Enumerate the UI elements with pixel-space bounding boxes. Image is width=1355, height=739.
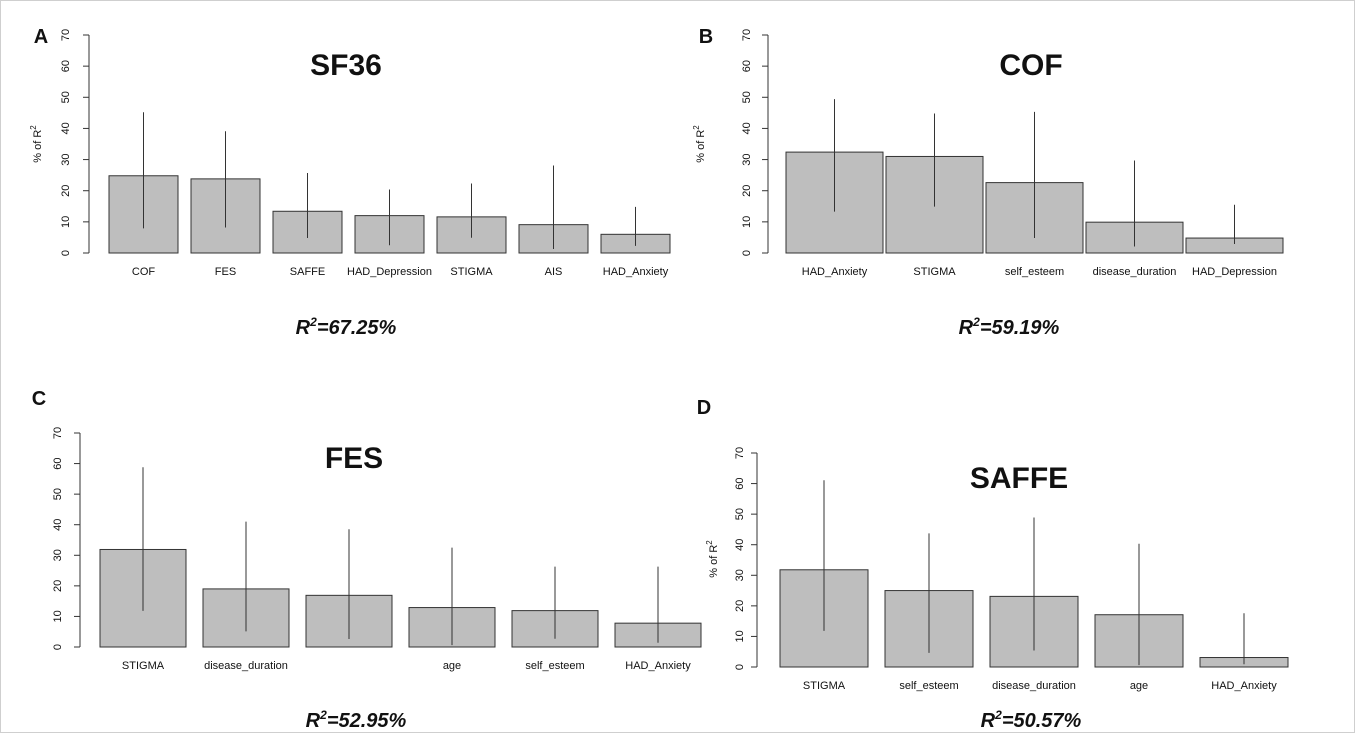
y-axis-label: % of R2 [29,125,44,163]
category-label: FES [215,266,236,278]
y-tick-label: 30 [60,153,72,165]
category-label: age [443,660,461,672]
panel-title: SAFFE [970,462,1068,495]
category-label: self_esteem [899,680,958,692]
y-tick-label: 60 [52,457,64,469]
y-tick-label: 0 [734,664,746,670]
category-label: STIGMA [913,266,956,278]
y-tick-label: 40 [734,539,746,551]
category-label: disease_duration [204,660,288,672]
y-tick-label: 20 [734,600,746,612]
panel-letter: B [699,26,713,48]
y-tick-label: 10 [52,610,64,622]
y-tick-label: 70 [60,29,72,41]
category-label: HAD_Depression [1192,266,1277,278]
panel-letter: C [32,388,46,410]
category-label: COF [132,266,156,278]
y-tick-label: 60 [60,60,72,72]
y-tick-label: 40 [52,519,64,531]
y-tick-label: 70 [52,427,64,439]
y-tick-label: 70 [734,447,746,459]
category-label: age [1130,680,1148,692]
y-tick-label: 0 [60,250,72,256]
y-tick-label: 40 [60,122,72,134]
y-tick-label: 30 [52,549,64,561]
y-tick-label: 20 [52,580,64,592]
y-tick-label: 0 [52,644,64,650]
category-label: STIGMA [122,660,165,672]
y-tick-label: 40 [741,122,753,134]
category-label: disease_duration [1093,266,1177,278]
y-tick-label: 30 [734,569,746,581]
y-tick-label: 70 [741,29,753,41]
y-tick-label: 10 [741,216,753,228]
y-tick-label: 50 [60,91,72,103]
category-label: SAFFE [290,266,325,278]
category-label: HAD_Anxiety [802,266,868,278]
category-label: HAD_Depression [347,266,432,278]
y-axis-label: % of R2 [705,540,720,578]
category-label: HAD_Anxiety [625,660,691,672]
r2-annotation: R2=67.25% [296,315,397,339]
y-tick-label: 50 [741,91,753,103]
y-axis-label: % of R2 [692,125,707,163]
panel-title: SF36 [310,49,382,82]
y-tick-label: 60 [734,477,746,489]
y-tick-label: 50 [734,508,746,520]
y-tick-label: 20 [60,185,72,197]
panel-title: FES [325,442,383,475]
category-label: AIS [545,266,563,278]
panel-title: COF [999,49,1062,82]
y-tick-label: 30 [741,153,753,165]
category-label: HAD_Anxiety [603,266,669,278]
r2-annotation: R2=52.95% [306,708,407,732]
y-tick-label: 50 [52,488,64,500]
y-tick-label: 10 [60,216,72,228]
y-tick-label: 20 [741,185,753,197]
r2-annotation: R2=50.57% [981,708,1082,732]
category-label: STIGMA [450,266,493,278]
y-tick-label: 10 [734,630,746,642]
y-tick-label: 60 [741,60,753,72]
r2-annotation: R2=59.19% [959,315,1060,339]
panel-letter: D [697,397,711,419]
category-label: self_esteem [1005,266,1064,278]
panel-letter: A [34,26,48,48]
y-tick-label: 0 [741,250,753,256]
category-label: HAD_Anxiety [1211,680,1277,692]
category-label: STIGMA [803,680,846,692]
category-label: self_esteem [525,660,584,672]
category-label: disease_duration [992,680,1076,692]
